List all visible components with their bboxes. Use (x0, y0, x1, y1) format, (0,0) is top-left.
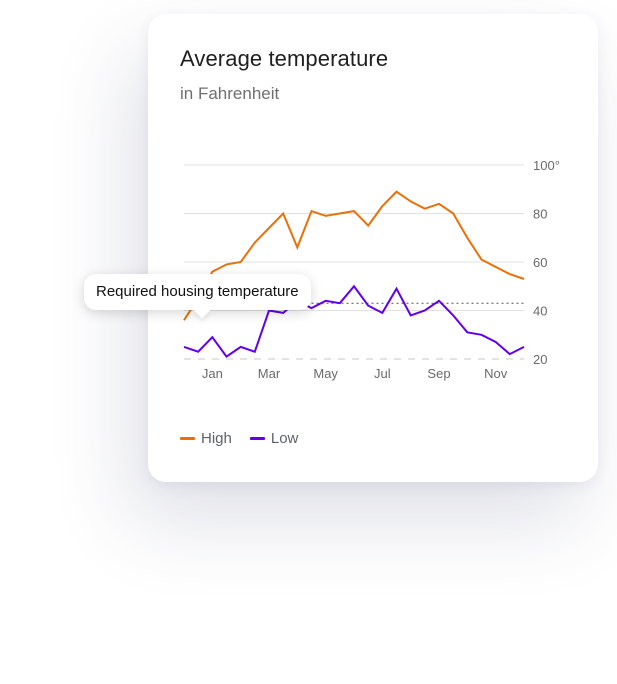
y-tick-label: 40 (533, 304, 547, 319)
chart-card (148, 14, 598, 482)
series-line-low (183, 284, 525, 358)
tooltip-text: Required housing temperature (96, 283, 299, 300)
chart-legend: High Low (180, 430, 316, 447)
legend-swatch-high (180, 437, 195, 440)
series-line-high (183, 190, 525, 321)
chart-title: Average temperature (180, 46, 389, 71)
y-tick-label: 80 (533, 207, 547, 222)
x-tick-label: Nov (484, 366, 508, 381)
legend-item-high[interactable]: High (180, 430, 232, 447)
y-tick-label: 20 (533, 352, 547, 367)
x-tick-label: Jan (202, 366, 223, 381)
legend-label-low: Low (270, 430, 299, 447)
x-tick-label: Jul (374, 366, 391, 381)
reference-tooltip: Required housing temperature (84, 274, 311, 319)
x-tick-labels: Jan Mar May Jul Sep Nov (202, 366, 508, 381)
y-tick-label: 100° (533, 158, 560, 173)
series-lines (183, 190, 525, 358)
y-tick-labels: 20 40 60 80 100° (533, 158, 560, 367)
y-tick-label: 60 (533, 255, 547, 270)
x-tick-label: Sep (427, 366, 450, 381)
x-tick-label: Mar (258, 366, 281, 381)
x-tick-label: May (313, 366, 338, 381)
legend-label-high: High (201, 430, 232, 447)
chart-subtitle: in Fahrenheit (180, 84, 280, 103)
legend-item-low[interactable]: Low (249, 430, 299, 447)
legend-swatch-low (249, 437, 265, 440)
